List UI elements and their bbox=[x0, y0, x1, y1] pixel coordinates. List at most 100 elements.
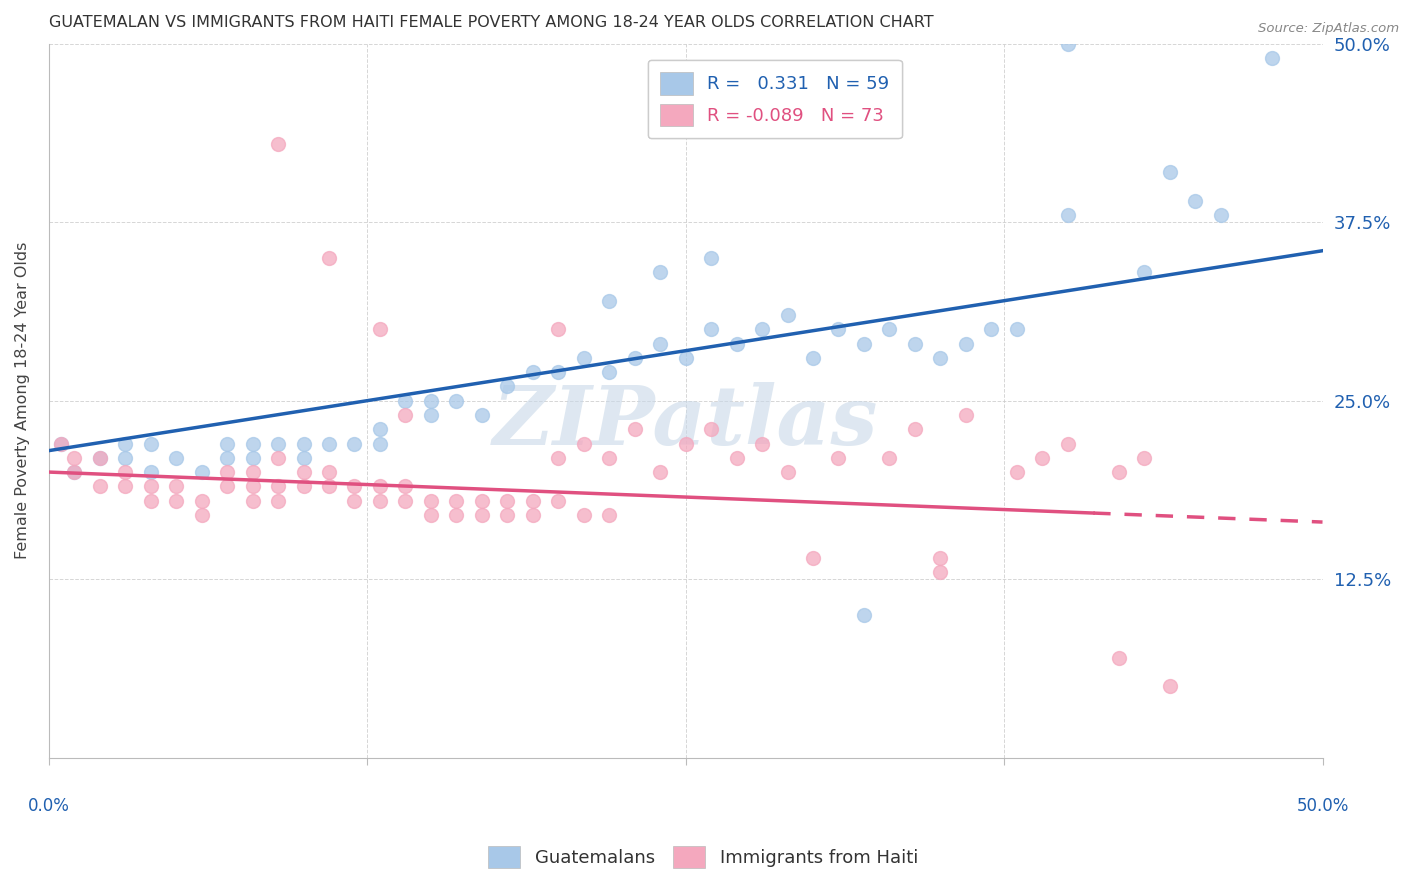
Point bbox=[725, 336, 748, 351]
Point bbox=[394, 493, 416, 508]
Point bbox=[1159, 679, 1181, 693]
Point bbox=[89, 479, 111, 493]
Point bbox=[700, 251, 723, 265]
Point bbox=[879, 322, 901, 336]
Point bbox=[1108, 650, 1130, 665]
Point bbox=[292, 479, 315, 493]
Point bbox=[267, 436, 290, 450]
Point bbox=[267, 450, 290, 465]
Point bbox=[496, 493, 519, 508]
Point bbox=[1056, 436, 1078, 450]
Point bbox=[1133, 265, 1156, 279]
Point bbox=[522, 365, 544, 379]
Point bbox=[419, 508, 441, 522]
Point bbox=[63, 465, 86, 479]
Point bbox=[955, 408, 977, 422]
Point bbox=[572, 436, 595, 450]
Legend: Guatemalans, Immigrants from Haiti: Guatemalans, Immigrants from Haiti bbox=[477, 835, 929, 879]
Point bbox=[217, 450, 239, 465]
Point bbox=[368, 493, 391, 508]
Point bbox=[598, 365, 620, 379]
Point bbox=[522, 493, 544, 508]
Point bbox=[63, 450, 86, 465]
Point bbox=[522, 508, 544, 522]
Point bbox=[496, 508, 519, 522]
Y-axis label: Female Poverty Among 18-24 Year Olds: Female Poverty Among 18-24 Year Olds bbox=[15, 242, 30, 559]
Text: GUATEMALAN VS IMMIGRANTS FROM HAITI FEMALE POVERTY AMONG 18-24 YEAR OLDS CORRELA: GUATEMALAN VS IMMIGRANTS FROM HAITI FEMA… bbox=[49, 15, 934, 30]
Point bbox=[547, 365, 569, 379]
Text: Source: ZipAtlas.com: Source: ZipAtlas.com bbox=[1258, 22, 1399, 36]
Point bbox=[394, 408, 416, 422]
Point bbox=[904, 336, 927, 351]
Text: 0.0%: 0.0% bbox=[28, 797, 70, 814]
Point bbox=[1005, 322, 1028, 336]
Point bbox=[242, 493, 264, 508]
Point bbox=[623, 422, 645, 436]
Point bbox=[1184, 194, 1206, 208]
Point bbox=[394, 479, 416, 493]
Point bbox=[419, 393, 441, 408]
Point bbox=[368, 479, 391, 493]
Point bbox=[368, 322, 391, 336]
Point bbox=[394, 393, 416, 408]
Point bbox=[139, 436, 162, 450]
Point bbox=[267, 479, 290, 493]
Point bbox=[89, 450, 111, 465]
Point bbox=[471, 408, 494, 422]
Point bbox=[929, 565, 952, 579]
Point bbox=[650, 94, 672, 108]
Point bbox=[446, 508, 468, 522]
Point bbox=[343, 436, 366, 450]
Point bbox=[165, 493, 187, 508]
Point bbox=[650, 465, 672, 479]
Point bbox=[675, 351, 697, 365]
Point bbox=[368, 422, 391, 436]
Point bbox=[879, 450, 901, 465]
Point bbox=[114, 450, 136, 465]
Point bbox=[725, 450, 748, 465]
Point bbox=[242, 436, 264, 450]
Point bbox=[292, 450, 315, 465]
Point bbox=[190, 465, 212, 479]
Point bbox=[650, 265, 672, 279]
Point bbox=[242, 450, 264, 465]
Point bbox=[51, 436, 73, 450]
Text: 50.0%: 50.0% bbox=[1296, 797, 1348, 814]
Point bbox=[980, 322, 1002, 336]
Point bbox=[318, 479, 340, 493]
Point bbox=[89, 450, 111, 465]
Point bbox=[1108, 465, 1130, 479]
Point bbox=[801, 550, 824, 565]
Point bbox=[572, 508, 595, 522]
Point bbox=[292, 436, 315, 450]
Point bbox=[242, 479, 264, 493]
Point bbox=[1056, 208, 1078, 222]
Point bbox=[801, 351, 824, 365]
Point bbox=[700, 322, 723, 336]
Point bbox=[852, 607, 875, 622]
Point bbox=[598, 293, 620, 308]
Point bbox=[496, 379, 519, 393]
Point bbox=[547, 493, 569, 508]
Point bbox=[852, 336, 875, 351]
Point bbox=[547, 450, 569, 465]
Point bbox=[446, 493, 468, 508]
Point bbox=[318, 251, 340, 265]
Point bbox=[217, 465, 239, 479]
Point bbox=[190, 508, 212, 522]
Text: ZIPatlas: ZIPatlas bbox=[494, 382, 879, 462]
Point bbox=[139, 479, 162, 493]
Point bbox=[547, 322, 569, 336]
Point bbox=[114, 465, 136, 479]
Point bbox=[725, 94, 748, 108]
Point bbox=[1056, 37, 1078, 51]
Point bbox=[598, 450, 620, 465]
Point bbox=[827, 450, 849, 465]
Point bbox=[1209, 208, 1232, 222]
Point bbox=[292, 465, 315, 479]
Point bbox=[471, 493, 494, 508]
Point bbox=[776, 465, 799, 479]
Point bbox=[1133, 450, 1156, 465]
Point bbox=[572, 351, 595, 365]
Point bbox=[1260, 51, 1282, 65]
